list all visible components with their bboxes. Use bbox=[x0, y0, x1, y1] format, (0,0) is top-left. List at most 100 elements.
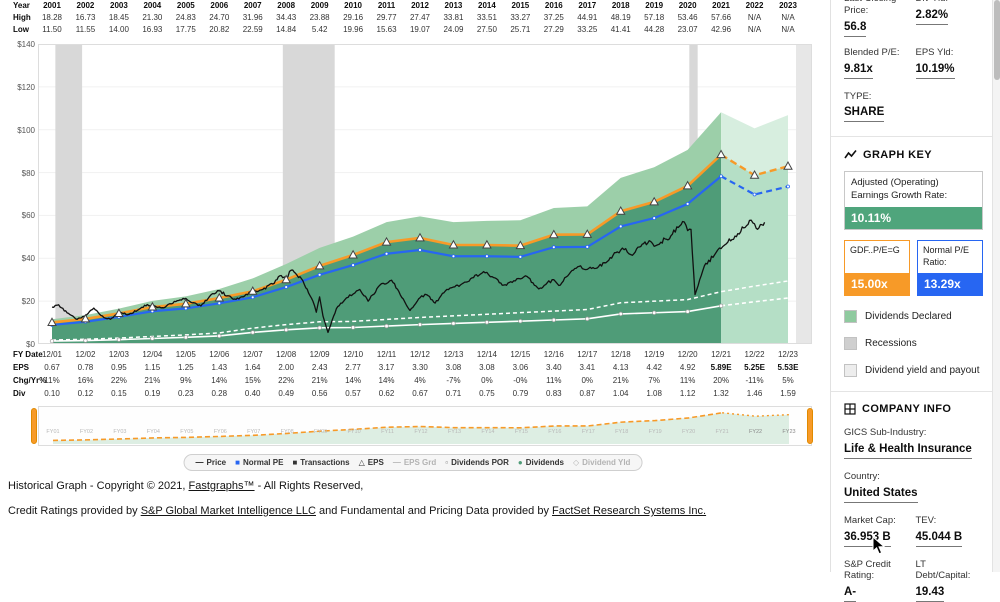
low-price-cell: 23.07 bbox=[677, 25, 698, 34]
high-price-cell: 27.47 bbox=[409, 13, 431, 22]
legend-item-normal-pe[interactable]: ■ Normal PE bbox=[235, 458, 283, 467]
navigator-year-label: FY02 bbox=[80, 429, 93, 435]
normal-pe-marker bbox=[284, 285, 289, 289]
dividend-marker bbox=[83, 338, 88, 343]
dividend-marker bbox=[551, 317, 556, 323]
legend-glyph-icon: ● bbox=[517, 457, 523, 467]
eps-cell: 3.17 bbox=[378, 363, 395, 372]
chg-yr-cell: 21% bbox=[311, 376, 328, 385]
low-price-cell: 5.42 bbox=[311, 25, 328, 34]
navigator-year-label: FY14 bbox=[481, 429, 494, 435]
high-price-cell: 44.91 bbox=[577, 13, 598, 22]
y-axis-label: $80 bbox=[21, 168, 35, 178]
legend-item-dividends-por[interactable]: ▫ Dividends POR bbox=[445, 458, 509, 467]
div-cell: 0.83 bbox=[546, 389, 562, 398]
div-cell: 0.87 bbox=[579, 389, 596, 398]
chg-yr-cell: 21% bbox=[612, 376, 629, 385]
gdf-pe-badge: 15.00x bbox=[845, 272, 909, 296]
dividend-marker bbox=[384, 323, 389, 329]
fy-date-cell: 12/11 bbox=[376, 350, 397, 359]
dividend-marker bbox=[685, 309, 690, 314]
legend-item-transactions[interactable]: ■ Transactions bbox=[292, 458, 349, 467]
page-scrollbar[interactable] bbox=[992, 0, 1000, 572]
eps-cell: 3.30 bbox=[412, 363, 428, 372]
dividend-marker bbox=[183, 335, 188, 340]
navigator-eps-line-forecast bbox=[722, 412, 790, 417]
legend-item-eps-grd[interactable]: — EPS Grd bbox=[393, 458, 436, 467]
sp-global-link[interactable]: S&P Global Market Intelligence LLC bbox=[140, 505, 316, 517]
earnings-growth-box: Adjusted (Operating) Earnings Growth Rat… bbox=[844, 171, 983, 231]
eps-cell: 3.40 bbox=[546, 363, 562, 372]
dividend-marker bbox=[317, 325, 322, 330]
high-price-cell: 18.45 bbox=[108, 13, 129, 22]
eps-cell: 3.41 bbox=[579, 363, 596, 372]
high-price-cell: N/A bbox=[747, 13, 762, 22]
credits-text-1: Credit Ratings provided by bbox=[8, 505, 141, 517]
factset-link[interactable]: FactSet Research Systems Inc. bbox=[552, 505, 707, 517]
rights-text: - All Rights Reserved, bbox=[254, 480, 364, 492]
eps-cell: 0.78 bbox=[77, 363, 94, 372]
year-header-cell: 2020 bbox=[678, 1, 697, 10]
country-value[interactable]: United States bbox=[844, 486, 918, 503]
dividend-marker bbox=[284, 327, 289, 332]
fy-date-cell: 12/20 bbox=[677, 350, 698, 359]
gics-value[interactable]: Life & Health Insurance bbox=[844, 442, 972, 459]
earnings-price-chart[interactable] bbox=[38, 44, 812, 345]
legend-item-eps[interactable]: △ EPS bbox=[359, 458, 384, 467]
navigator-year-label: FY07 bbox=[247, 429, 260, 435]
year-header-cell: 2004 bbox=[143, 1, 162, 10]
lt-debt-value[interactable]: 19.43 bbox=[915, 585, 945, 602]
type-label: TYPE: bbox=[844, 90, 872, 102]
high-price-cell: 37.25 bbox=[543, 13, 564, 22]
tev-value[interactable]: 45.044 B bbox=[915, 530, 963, 547]
fastgraphs-link[interactable]: Fastgraphs™ bbox=[188, 480, 255, 492]
legend-item-label: Dividends POR bbox=[451, 458, 509, 467]
dividend-marker bbox=[250, 330, 255, 335]
year-header-cell: 2017 bbox=[578, 1, 597, 10]
div-yld-value[interactable]: 2.82% bbox=[915, 8, 949, 25]
blended-pe-value[interactable]: 9.81x bbox=[844, 62, 873, 79]
eps-marker bbox=[214, 292, 225, 302]
last-closing-price-value[interactable]: 56.8 bbox=[844, 20, 867, 37]
dividend-marker bbox=[585, 316, 590, 321]
legend-item-label: Dividend Yld bbox=[582, 458, 631, 467]
plot-border bbox=[38, 44, 812, 344]
table-row-label: Div bbox=[13, 389, 26, 398]
chg-yr-cell: 14% bbox=[345, 376, 362, 385]
pe-boxes-row: GDF..P/E=G 15.00x Normal P/E Ratio: 13.2… bbox=[844, 240, 983, 297]
year-header-cell: 2001 bbox=[43, 1, 61, 10]
legend-glyph-icon: ■ bbox=[292, 457, 298, 467]
legend-item-label: Dividends bbox=[525, 458, 564, 467]
navigator-year-label: FY05 bbox=[180, 429, 193, 435]
fy-date-cell: 12/12 bbox=[409, 350, 431, 359]
scrollbar-thumb[interactable] bbox=[994, 0, 1000, 80]
eps-marker bbox=[80, 313, 91, 323]
navigator-right-handle[interactable] bbox=[807, 408, 813, 444]
dividend-marker bbox=[484, 320, 490, 325]
grid-icon bbox=[844, 403, 856, 415]
timeline-navigator[interactable]: FY01 FY02 FY03 FY04 FY05 FY06 FY07 FY08 FY09 FY10… bbox=[38, 406, 812, 446]
low-price-cell: 24.09 bbox=[443, 25, 464, 34]
div-cell: 0.23 bbox=[178, 389, 194, 398]
tev-label: TEV: bbox=[915, 514, 937, 526]
div-cell: 1.08 bbox=[646, 389, 662, 398]
navigator-year-label: FY21 bbox=[716, 429, 729, 435]
year-header-cell: 2018 bbox=[611, 1, 630, 10]
price-history-table: Year High Low 2001 18.28 11.50 2002 16.73 11.55 2… bbox=[0, 0, 826, 40]
legend-item-price[interactable]: — Price bbox=[196, 458, 227, 467]
eps-yld-value[interactable]: 10.19% bbox=[915, 62, 955, 79]
credit-rating-value[interactable]: A- bbox=[844, 585, 857, 602]
legend-item-dividend-yld[interactable]: ◇ Dividend Yld bbox=[573, 458, 630, 467]
normal-pe-marker bbox=[217, 301, 222, 306]
type-value[interactable]: SHARE bbox=[844, 105, 885, 123]
fy-date-cell: 12/15 bbox=[510, 350, 531, 359]
chg-yr-cell: -11% bbox=[745, 376, 764, 385]
navigator-left-handle[interactable] bbox=[31, 408, 37, 444]
chg-yr-cell: 22% bbox=[278, 376, 295, 385]
normal-pe-box: Normal P/E Ratio: 13.29x bbox=[917, 240, 983, 297]
div-cell: 1.12 bbox=[679, 389, 696, 398]
legend-item-dividends[interactable]: ● Dividends bbox=[518, 458, 564, 467]
eps-marker bbox=[582, 229, 593, 238]
market-cap-value[interactable]: 36.953 B bbox=[844, 530, 891, 547]
eps-marker bbox=[515, 240, 526, 250]
